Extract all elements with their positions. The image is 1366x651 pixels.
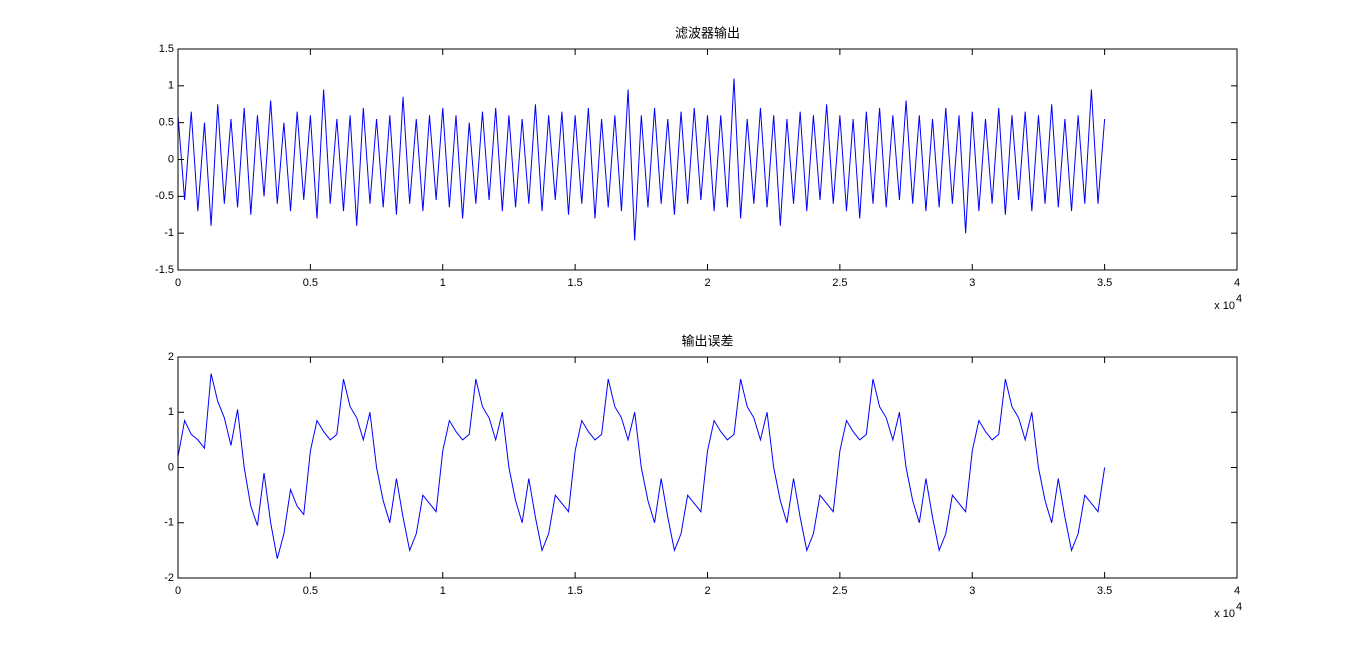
y-tick-label: 2 (168, 351, 174, 363)
x-tick-label: 2.5 (832, 277, 847, 289)
y-tick-label: 0.5 (159, 117, 174, 129)
x-multiplier: x 10 (1214, 300, 1235, 312)
x-tick-label: 2 (704, 585, 710, 597)
x-tick-label: 0 (175, 277, 181, 289)
x-tick-label: 4 (1234, 585, 1240, 597)
y-tick-label: 1 (168, 80, 174, 92)
y-tick-label: -1 (164, 227, 174, 239)
x-tick-label: 3 (969, 277, 975, 289)
x-tick-label: 3.5 (1097, 277, 1112, 289)
y-tick-label: 0 (168, 153, 174, 165)
x-tick-label: 0.5 (303, 277, 318, 289)
x-exponent: 4 (1236, 601, 1242, 613)
chart-title: 输出误差 (681, 333, 733, 348)
data-line (177, 373, 1106, 559)
y-tick-label: 1.5 (159, 43, 174, 55)
chart-title: 滤波器输出 (675, 25, 740, 40)
x-tick-label: 0.5 (303, 585, 318, 597)
y-tick-label: 1 (168, 406, 174, 418)
y-tick-label: -1.5 (155, 264, 174, 276)
x-tick-label: 3.5 (1097, 585, 1112, 597)
y-tick-label: -1 (164, 517, 174, 529)
x-tick-label: 4 (1234, 277, 1240, 289)
y-tick-label: -0.5 (155, 190, 174, 202)
x-tick-label: 2.5 (832, 585, 847, 597)
x-tick-label: 1.5 (567, 277, 582, 289)
axes-box (178, 357, 1237, 578)
x-tick-label: 1 (440, 277, 446, 289)
x-exponent: 4 (1236, 293, 1242, 305)
x-multiplier: x 10 (1214, 608, 1235, 620)
x-tick-label: 3 (969, 585, 975, 597)
data-line (177, 78, 1106, 241)
y-tick-label: -2 (164, 572, 174, 584)
x-tick-label: 0 (175, 585, 181, 597)
x-tick-label: 1 (440, 585, 446, 597)
x-tick-label: 2 (704, 277, 710, 289)
y-tick-label: 0 (168, 461, 174, 473)
axes-box (178, 49, 1237, 270)
x-tick-label: 1.5 (567, 585, 582, 597)
